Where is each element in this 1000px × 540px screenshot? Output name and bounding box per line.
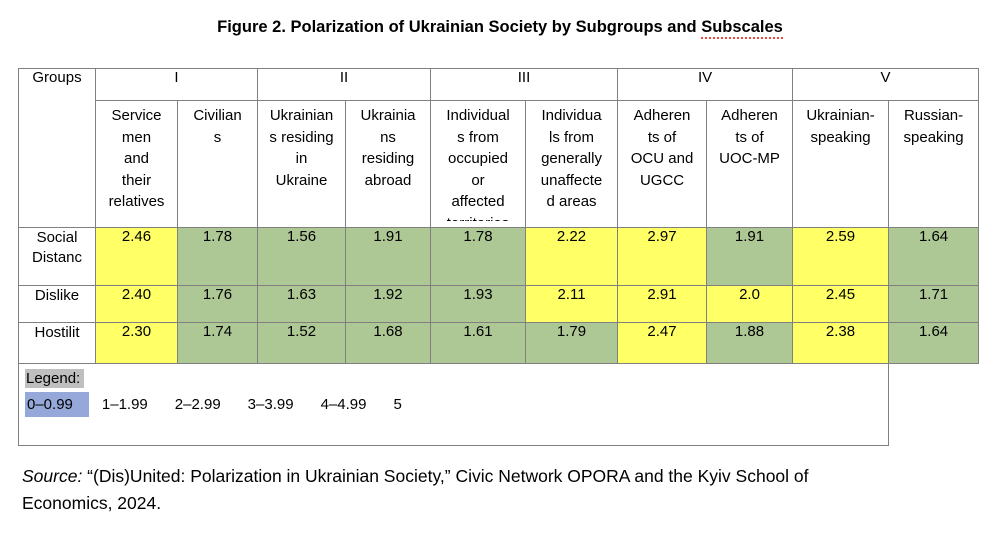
column-header-ocu-ugcc: Adheren ts of OCU and UGCC — [617, 100, 708, 228]
legend-range-2: 2–2.99 — [174, 396, 221, 413]
group-V-header: V — [792, 68, 980, 101]
value-cell: 1.78 — [430, 227, 527, 286]
table-row-social-distance: Social Distanc 2.46 1.78 1.56 1.91 1.78 … — [18, 227, 980, 286]
polarization-table: Groups I II III IV V Service men and the… — [18, 68, 980, 364]
column-header-ukrainian-speaking: Ukrainian- speaking — [792, 100, 890, 228]
value-cell: 1.88 — [706, 322, 794, 364]
column-header-residing-in-ukraine: Ukrainian s residing in Ukraine — [257, 100, 347, 228]
legend-title: Legend: — [25, 369, 85, 388]
column-header-residing-abroad: Ukrainia ns residing abroad — [345, 100, 432, 228]
legend-range-5: 5 — [393, 396, 402, 413]
value-cell: 1.91 — [706, 227, 794, 286]
value-cell: 2.46 — [95, 227, 178, 286]
value-cell: 1.68 — [345, 322, 432, 364]
value-cell: 1.71 — [888, 285, 980, 323]
value-cell: 2.59 — [792, 227, 890, 286]
value-cell: 1.56 — [257, 227, 347, 286]
value-cell: 2.40 — [95, 285, 178, 323]
value-cell: 1.74 — [176, 322, 259, 364]
column-header-uoc-mp: Adheren ts of UOC-MP — [706, 100, 794, 228]
row-label-hostility: Hostilit — [18, 322, 96, 364]
column-header-occupied-territories: Individual s from occupied or affected t… — [430, 100, 527, 228]
column-header-russian-speaking: Russian- speaking — [888, 100, 980, 228]
group-I-header: I — [94, 68, 259, 101]
legend-range-4: 4–4.99 — [320, 396, 367, 413]
group-IV-header: IV — [617, 68, 794, 101]
value-cell: 2.91 — [617, 285, 708, 323]
value-cell: 1.78 — [176, 227, 259, 286]
value-cell: 1.76 — [176, 285, 259, 323]
value-cell: 2.30 — [95, 322, 178, 364]
group-III-header: III — [430, 68, 619, 101]
legend-range-3: 3–3.99 — [247, 396, 294, 413]
value-cell: 1.64 — [888, 227, 980, 286]
value-cell: 2.47 — [617, 322, 708, 364]
column-header-unaffected-areas: Individua ls from generally unaffecte d … — [525, 100, 619, 228]
value-cell: 1.52 — [257, 322, 347, 364]
value-cell: 1.92 — [345, 285, 432, 323]
value-cell: 1.63 — [257, 285, 347, 323]
column-header-civilians: Civilian s — [176, 100, 259, 228]
column-header-servicemen: Service men and their relatives — [95, 100, 178, 228]
spellcheck-flagged-word: Subscales — [701, 18, 783, 39]
value-cell: 1.91 — [345, 227, 432, 286]
row-label-social-distance: Social Distanc — [18, 227, 96, 286]
value-cell: 2.11 — [525, 285, 619, 323]
table-row-hostility: Hostilit 2.30 1.74 1.52 1.68 1.61 1.79 2… — [18, 322, 980, 364]
row-label-dislike: Dislike — [18, 285, 96, 323]
value-cell: 1.64 — [888, 322, 980, 364]
value-cell: 1.79 — [525, 322, 619, 364]
column-header-row: Service men and their relatives Civilian… — [19, 100, 980, 228]
value-cell: 2.97 — [617, 227, 708, 286]
table-row-dislike: Dislike 2.40 1.76 1.63 1.92 1.93 2.11 2.… — [18, 285, 980, 323]
value-cell: 2.0 — [706, 285, 794, 323]
legend-range-1: 1–1.99 — [101, 396, 148, 413]
value-cell: 2.45 — [792, 285, 890, 323]
roman-group-row: Groups I II III IV V — [18, 68, 980, 228]
value-cell: 2.22 — [525, 227, 619, 286]
source-label: Source: — [22, 466, 83, 486]
legend-range-0: 0–0.99 — [25, 392, 89, 417]
legend: Legend: 0–0.99 1–1.99 2–2.99 3–3.99 4–4.99 5 — [18, 364, 889, 446]
figure-title-text: Figure 2. Polarization of Ukrainian Soci… — [217, 18, 702, 36]
value-cell: 1.93 — [430, 285, 527, 323]
legend-title-line: Legend: — [25, 368, 888, 389]
source-text: “(Dis)United: Polarization in Ukrainian … — [22, 466, 809, 513]
value-cell: 2.38 — [792, 322, 890, 364]
groups-header-cell: Groups — [18, 68, 96, 228]
group-II-header: II — [257, 68, 432, 101]
source-note: Source: “(Dis)United: Polarization in Uk… — [22, 463, 962, 517]
value-cell: 1.61 — [430, 322, 527, 364]
figure-title: Figure 2. Polarization of Ukrainian Soci… — [20, 15, 980, 39]
legend-items: 0–0.99 1–1.99 2–2.99 3–3.99 4–4.99 5 — [25, 392, 888, 417]
